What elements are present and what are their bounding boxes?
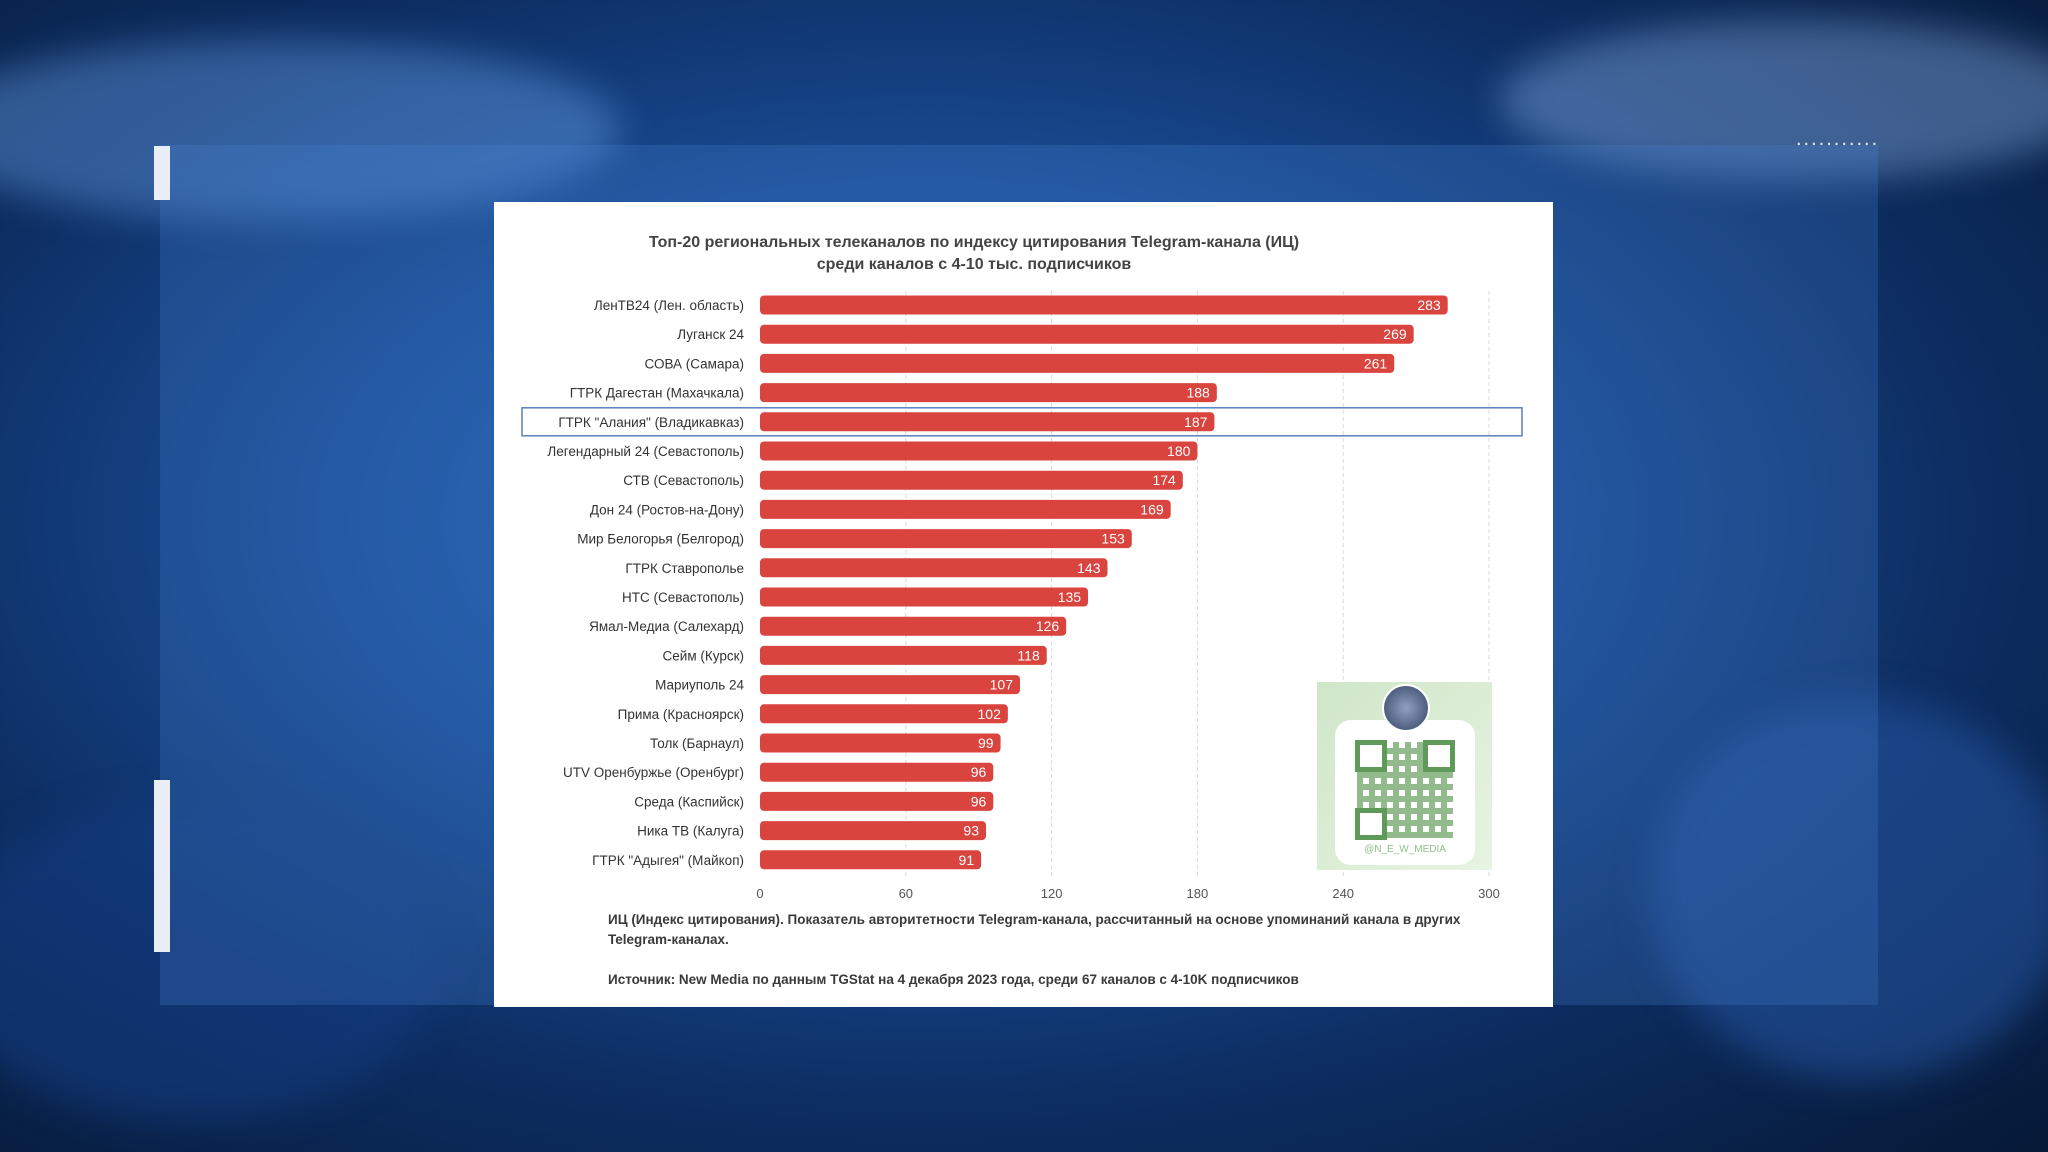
bar-value-label: 187 xyxy=(1184,414,1208,430)
bar xyxy=(760,762,994,782)
bar-value-label: 169 xyxy=(1140,501,1164,517)
qr-code-panel[interactable]: @N_E_W_MEDIA xyxy=(1317,682,1492,870)
qr-finder-icon xyxy=(1355,740,1387,772)
category-label: Дон 24 (Ростов-на-Дону) xyxy=(590,502,744,517)
bar-value-label: 96 xyxy=(971,764,987,780)
category-label: ЛенТВ24 (Лен. область) xyxy=(594,298,744,313)
bar xyxy=(760,499,1171,519)
bar xyxy=(760,850,982,870)
frame-marker-top xyxy=(154,146,170,200)
background-glow xyxy=(0,800,440,1120)
bar xyxy=(760,675,1021,695)
bar xyxy=(760,821,986,841)
background-glow xyxy=(0,40,620,220)
bar xyxy=(760,353,1395,373)
bar-value-label: 99 xyxy=(978,735,994,751)
bar xyxy=(760,295,1448,315)
category-label: ГТРК "Алания" (Владикавказ) xyxy=(558,415,744,430)
bar-value-label: 174 xyxy=(1152,472,1176,488)
bar-chart: 0 60 120 180 240 300 ЛенТВ24 (Лен. область) 283… xyxy=(521,291,1523,901)
category-label: Мир Белогорья (Белгород) xyxy=(577,532,744,547)
qr-handle-label: @N_E_W_MEDIA xyxy=(1364,844,1446,855)
bar xyxy=(760,441,1198,461)
category-label: СОВА (Самара) xyxy=(645,356,744,371)
category-label: Сейм (Курск) xyxy=(663,648,744,663)
frame-marker-bottom xyxy=(154,780,170,952)
bar-value-label: 180 xyxy=(1167,443,1191,459)
bar xyxy=(760,704,1008,724)
category-label: ГТРК "Адыгея" (Майкоп) xyxy=(592,853,744,868)
category-label: СТВ (Севастополь) xyxy=(623,473,744,488)
qr-finder-icon xyxy=(1355,808,1387,840)
bar-value-label: 135 xyxy=(1058,589,1082,605)
bar-value-label: 96 xyxy=(971,793,987,809)
bar xyxy=(760,412,1215,432)
chart-card: Топ-20 региональных телеканалов по индек… xyxy=(494,202,1553,1007)
bar-value-label: 143 xyxy=(1077,560,1101,576)
bar xyxy=(760,558,1108,578)
chart-footnote: ИЦ (Индекс цитирования). Показатель авто… xyxy=(608,912,1461,947)
x-tick-label: 240 xyxy=(1332,886,1354,901)
category-label: Прима (Красноярск) xyxy=(618,707,744,722)
x-tick-label: 180 xyxy=(1187,886,1209,901)
category-label: Толк (Барнаул) xyxy=(650,736,744,751)
category-label: Ямал-Медиа (Салехард) xyxy=(589,619,744,634)
x-tick-label: 120 xyxy=(1041,886,1063,901)
bar xyxy=(760,324,1414,344)
bar-value-label: 269 xyxy=(1383,326,1407,342)
background-glow xyxy=(1650,700,2048,1080)
channel-avatar xyxy=(1382,684,1430,732)
bar-value-label: 91 xyxy=(959,852,975,868)
category-label: Ника ТВ (Калуга) xyxy=(637,824,744,839)
bar xyxy=(760,470,1183,490)
chart-title-line-1: Топ-20 региональных телеканалов по индек… xyxy=(648,234,1300,251)
chart-title-line-2: среди каналов с 4-10 тыс. подписчиков xyxy=(816,256,1132,273)
qr-card: @N_E_W_MEDIA xyxy=(1335,720,1475,865)
bar-value-label: 153 xyxy=(1101,531,1125,547)
category-label: ГТРК Ставрополье xyxy=(625,561,744,576)
bar-value-label: 188 xyxy=(1186,385,1210,401)
background-glow xyxy=(1500,20,2048,180)
bar-value-label: 107 xyxy=(990,677,1014,693)
decor-dots: ........... xyxy=(1796,128,1880,150)
category-label: Луганск 24 xyxy=(677,327,744,342)
category-label: ГТРК Дагестан (Махачкала) xyxy=(570,386,744,401)
highlight-box xyxy=(521,407,1523,437)
category-label: UTV Оренбуржье (Оренбург) xyxy=(563,765,744,780)
bar-value-label: 126 xyxy=(1036,618,1060,634)
x-tick-label: 0 xyxy=(756,886,763,901)
chart-title: Топ-20 региональных телеканалов по индек… xyxy=(624,232,1324,276)
category-label: НТС (Севастополь) xyxy=(622,590,744,605)
bar xyxy=(760,587,1089,607)
x-tick-label: 300 xyxy=(1478,886,1500,901)
bar-value-label: 118 xyxy=(1017,647,1040,663)
bar-value-label: 261 xyxy=(1364,355,1388,371)
bar xyxy=(760,529,1132,549)
category-label: Легендарный 24 (Севастополь) xyxy=(547,444,744,459)
bar xyxy=(760,616,1067,636)
bar xyxy=(760,791,994,811)
bar-value-label: 93 xyxy=(963,823,979,839)
bar xyxy=(760,733,1001,753)
qr-finder-icon xyxy=(1423,740,1455,772)
bar xyxy=(760,383,1217,403)
bar-value-label: 102 xyxy=(978,706,1002,722)
category-label: Среда (Каспийск) xyxy=(634,794,744,809)
chart-source: Источник: New Media по данным TGStat на … xyxy=(608,972,1299,987)
bar xyxy=(760,645,1047,665)
category-label: Мариуполь 24 xyxy=(655,678,744,693)
bar-value-label: 283 xyxy=(1417,297,1441,313)
x-tick-label: 60 xyxy=(899,886,913,901)
